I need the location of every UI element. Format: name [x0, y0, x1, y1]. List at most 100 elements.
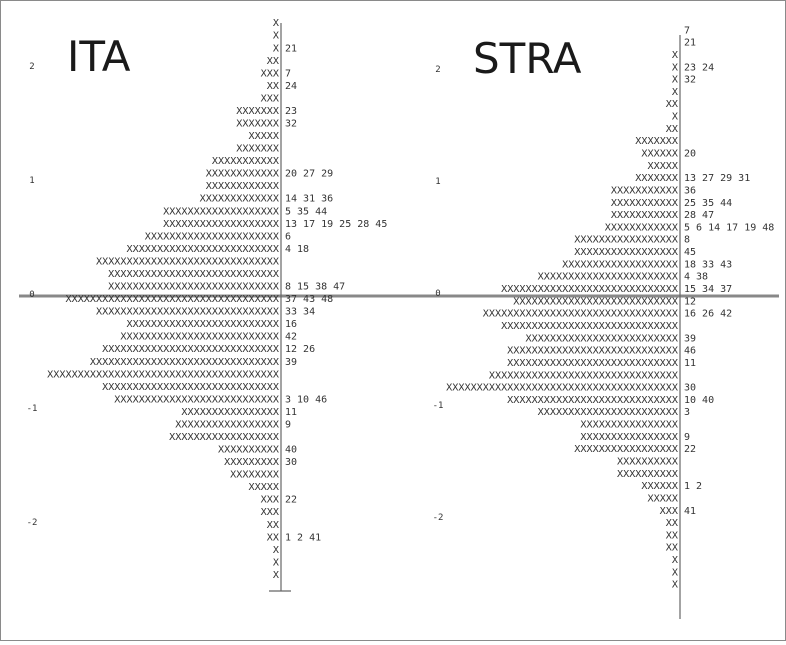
person-marks: XX — [666, 530, 678, 541]
person-marks: XXXXXXXXXXXXXXXXXXX — [562, 259, 678, 270]
item-labels: 21 — [285, 43, 297, 54]
person-marks: XXXXXXXXXXXXXXXXXXXXXXXXXXXXXXX — [489, 370, 678, 381]
person-marks: X — [672, 112, 678, 123]
item-labels: 32 — [684, 75, 696, 86]
logit-tick-label: 0 — [29, 290, 34, 300]
item-labels: 5 35 44 — [285, 206, 327, 217]
person-marks: X — [273, 18, 279, 29]
person-marks: XXXXXXXXXXXXXXXXXXXXXXXXXXX — [114, 394, 279, 405]
panel-title: ITA — [67, 32, 131, 81]
item-labels: 5 6 14 17 19 48 — [684, 222, 774, 233]
person-marks: XXXXXXX — [635, 173, 678, 184]
item-labels: 14 31 36 — [285, 194, 333, 205]
person-marks: XXXXX — [249, 131, 280, 142]
item-labels: 10 40 — [684, 395, 714, 406]
person-marks: XXXXXXXXXXXXXXXXXXX — [163, 219, 279, 230]
item-labels: 7 — [684, 25, 690, 36]
person-marks: XXXXXXXXXXXXXXXX — [580, 420, 678, 431]
person-marks: XXXXXXXXXXXXXXXXXXXXXXXXXXXX — [507, 346, 678, 357]
person-marks: X — [273, 545, 279, 556]
person-marks: XXXXXXXXXXX — [611, 210, 678, 221]
person-marks: XXXXXX — [641, 149, 678, 160]
person-marks: XXX — [261, 495, 279, 506]
person-marks: XXXXXXXXXXXXXXXXXXXXXXXXXXXXXXXXXXXXXX — [47, 369, 279, 380]
person-marks: XXXXXXXXXXXX — [206, 181, 279, 192]
person-marks: XXXXXXXXXXXXXXXXXXXXXXXXXXXXX — [501, 321, 678, 332]
person-marks: XXXXXXXXXXXXXXXXXXXXXXXXXXXXX — [102, 344, 279, 355]
logit-tick-label: -1 — [433, 401, 444, 411]
person-marks: XXXXXXXXXXXXXXXXXXXXXXX — [538, 272, 678, 283]
person-marks: X — [672, 580, 678, 591]
person-marks: XXXXXX — [641, 481, 678, 492]
person-marks: XXXXXXXXXXXXXXXXXXXXXXXXXXXX — [507, 395, 678, 406]
person-marks: XXXXXXXXXXX — [212, 156, 279, 167]
item-labels: 9 — [285, 419, 291, 430]
person-marks: XXXXXXXXXXXX — [605, 222, 678, 233]
item-labels: 37 43 48 — [285, 294, 333, 305]
person-marks: XXXXXXXXXXXXXXXXXXXXXX — [145, 231, 279, 242]
logit-tick-label: 1 — [29, 176, 34, 186]
person-marks: XXXXXXXXXXXXXXXX — [580, 432, 678, 443]
person-marks: XX — [666, 518, 678, 529]
person-marks: XXXXXXXXXXXXXXXXXXXXXXX — [538, 407, 678, 418]
person-marks: XXXXXXXXXXXXXXXXXXXXXXXXXXX — [513, 296, 678, 307]
person-marks: XXXXX — [648, 493, 679, 504]
item-labels: 6 — [285, 231, 291, 242]
person-marks: XXXXXXXXXXXXXXXX — [181, 407, 279, 418]
person-marks: XXXXXXXXXXXXXXXXXXX — [163, 206, 279, 217]
item-labels: 39 — [684, 333, 696, 344]
person-marks: X — [672, 50, 678, 61]
item-labels: 9 — [684, 432, 690, 443]
item-labels: 7 — [285, 68, 291, 79]
person-marks: XXXXXXXXXX — [218, 445, 279, 456]
item-labels: 12 26 — [285, 344, 315, 355]
logit-tick-label: 2 — [435, 65, 440, 75]
person-marks: XXXXXXXXXXX — [611, 198, 678, 209]
item-labels: 12 — [684, 296, 696, 307]
person-marks: X — [273, 557, 279, 568]
item-labels: 42 — [285, 332, 297, 343]
item-labels: 3 — [684, 407, 690, 418]
person-marks: X — [672, 567, 678, 578]
item-labels: 8 — [684, 235, 690, 246]
person-marks: XXXXXXX — [236, 144, 279, 155]
person-marks: XXXXXXXXXXX — [611, 185, 678, 196]
person-marks: XXX — [261, 507, 279, 518]
person-marks: XX — [267, 520, 279, 531]
item-labels: 24 — [285, 81, 297, 92]
item-labels: 1 2 41 — [285, 532, 321, 543]
logit-tick-label: 0 — [435, 289, 440, 299]
person-marks: XXXXXXXXXXXXXXXXX — [175, 419, 279, 430]
person-marks: XXXXXXXXXXXXXXXXXXXXXXXXXXXXXXXX — [483, 309, 678, 320]
item-labels: 23 24 — [684, 62, 714, 73]
person-marks: X — [672, 87, 678, 98]
item-labels: 15 34 37 — [684, 284, 732, 295]
item-labels: 45 — [684, 247, 696, 258]
item-labels: 16 — [285, 319, 297, 330]
person-marks: XXX — [660, 506, 678, 517]
person-marks: X — [672, 555, 678, 566]
person-marks: XXXXXXXXXXXXXXXXX — [574, 235, 678, 246]
person-marks: XXXXXXXXXXXXXXXXXXXXXXXXXX — [120, 332, 279, 343]
person-marks: X — [273, 43, 279, 54]
item-labels: 39 — [285, 357, 297, 368]
item-labels: 13 27 29 31 — [684, 173, 750, 184]
person-marks: XXXXXXXXX — [224, 457, 279, 468]
person-marks: XX — [666, 99, 678, 110]
person-marks: XX — [267, 81, 279, 92]
person-marks: X — [273, 31, 279, 42]
person-marks: XXXXXXX — [236, 106, 279, 117]
person-marks: XXXXXXXXXXXXXXXXX — [574, 444, 678, 455]
person-marks: XXXXXXXXXXXXXXXXXXXXXXXXXXXXX — [102, 382, 279, 393]
person-marks: XXXXXXXXXXXXXXXXXXXXXXXXX — [127, 244, 280, 255]
person-marks: XXXXXXXXXXXXXXXXXXXXXXXXXXXX — [507, 358, 678, 369]
logit-tick-label: -2 — [433, 513, 444, 523]
logit-tick-label: 1 — [435, 177, 440, 187]
person-marks: XXXXX — [249, 482, 280, 493]
item-labels: 21 — [684, 38, 696, 49]
person-marks: XXXXXXXXXXXXXXXXXX — [169, 432, 279, 443]
person-marks: XXXXXXX — [635, 136, 678, 147]
